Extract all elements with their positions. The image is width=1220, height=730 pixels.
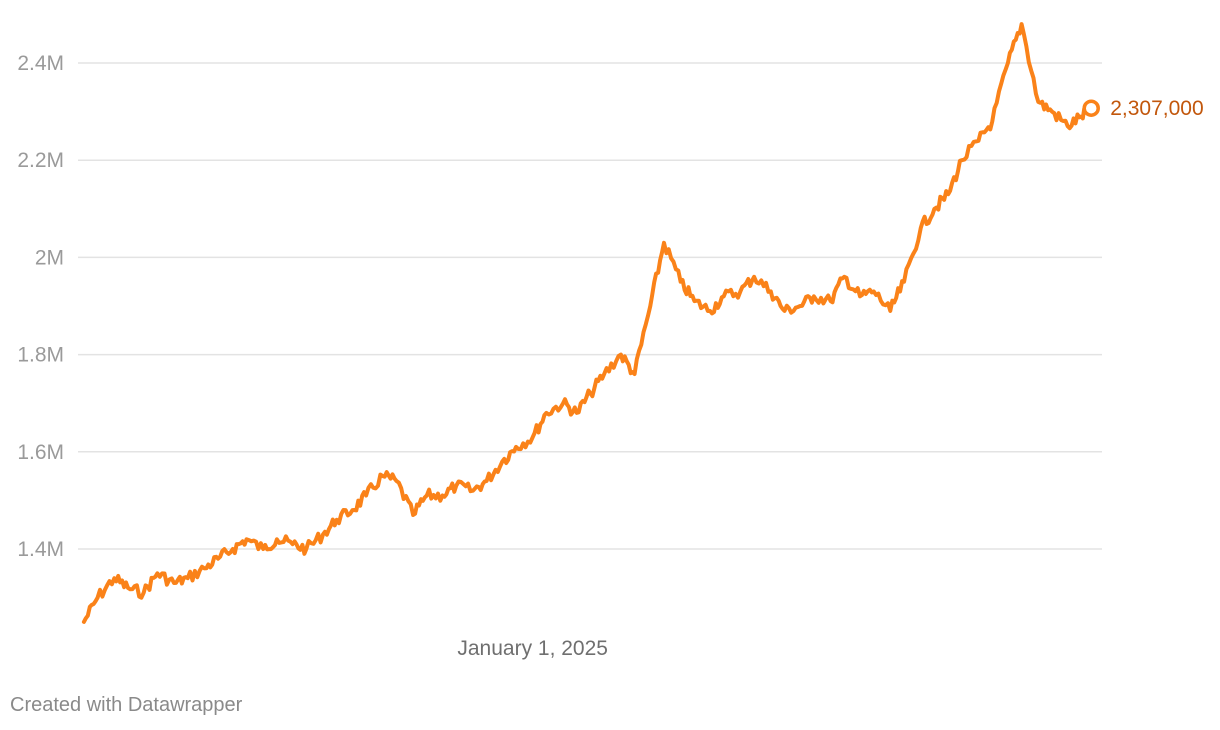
y-gridlines [78,62,1102,550]
y-tick-label: 1.4M [17,538,64,561]
end-value-label: 2,307,000 [1110,97,1203,120]
end-point-marker [1082,99,1100,117]
line-chart: 1.4M 1.6M 1.8M 2M 2.2M 2.4M January 1, 2025 2… [17,22,1204,660]
y-tick-label: 2.2M [17,149,64,172]
x-axis-tick-labels: January 1, 2025 [457,637,608,660]
series-line [81,22,1094,624]
y-axis-tick-labels: 1.4M 1.6M 1.8M 2M 2.2M 2.4M [17,52,64,561]
x-tick-label: January 1, 2025 [457,637,608,660]
y-tick-label: 2M [35,246,64,269]
datawrapper-credit[interactable]: Created with Datawrapper [10,694,243,716]
y-tick-label: 2.4M [17,52,64,75]
y-tick-label: 1.8M [17,344,64,367]
y-tick-label: 1.6M [17,441,64,464]
